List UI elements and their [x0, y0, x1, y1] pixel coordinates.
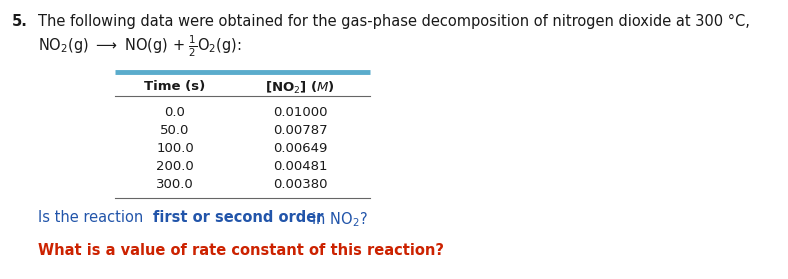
Text: in NO$_2$?: in NO$_2$?: [307, 210, 368, 229]
Text: 0.00481: 0.00481: [273, 160, 327, 173]
Text: 200.0: 200.0: [156, 160, 194, 173]
Text: first or second order: first or second order: [153, 210, 324, 225]
Text: 5.: 5.: [12, 14, 28, 29]
Text: The following data were obtained for the gas-phase decomposition of nitrogen dio: The following data were obtained for the…: [38, 14, 750, 29]
Text: 0.0: 0.0: [165, 106, 185, 119]
Text: 100.0: 100.0: [156, 142, 194, 155]
Text: 300.0: 300.0: [156, 178, 194, 191]
Text: What is a value of rate constant of this reaction?: What is a value of rate constant of this…: [38, 243, 444, 258]
Text: 0.01000: 0.01000: [273, 106, 327, 119]
Text: 0.00649: 0.00649: [273, 142, 327, 155]
Text: Time (s): Time (s): [144, 80, 206, 93]
Text: NO$_2$(g) $\longrightarrow$ NO(g) + $\frac{1}{2}$O$_2$(g):: NO$_2$(g) $\longrightarrow$ NO(g) + $\fr…: [38, 34, 242, 59]
Text: 0.00380: 0.00380: [273, 178, 327, 191]
Text: 0.00787: 0.00787: [273, 124, 327, 137]
Text: [NO$_2$] ($M$): [NO$_2$] ($M$): [265, 80, 335, 96]
Text: Is the reaction: Is the reaction: [38, 210, 148, 225]
Text: 50.0: 50.0: [160, 124, 190, 137]
